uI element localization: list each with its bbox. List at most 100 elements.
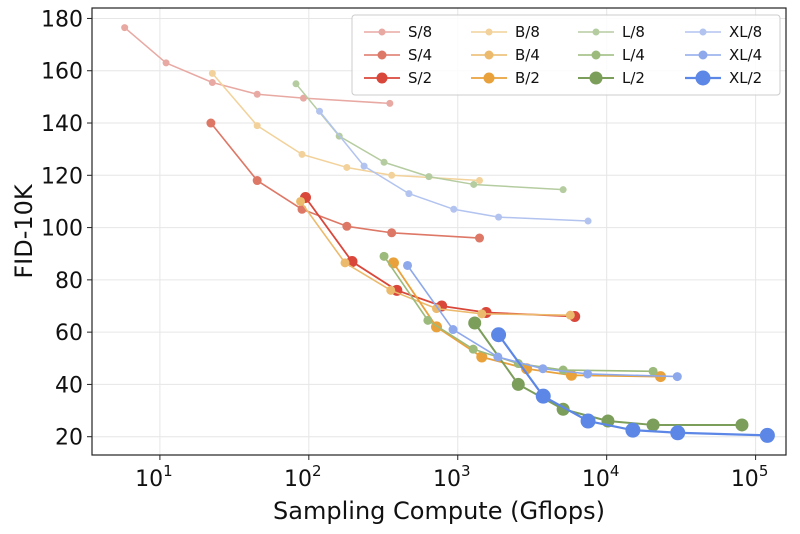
data-point [121, 24, 129, 32]
y-tick-label: 80 [55, 269, 83, 294]
y-tick-label: 40 [55, 373, 83, 398]
legend-label: S/2 [408, 69, 432, 87]
series-line [210, 122, 480, 239]
data-point [468, 344, 478, 354]
x-tick-exponent: 5 [759, 462, 769, 480]
x-tick-label: 105 [731, 462, 769, 492]
y-axis-ticks: 20 40 60 80 100 120 140 160 180 [41, 7, 92, 451]
y-tick-label: 60 [55, 321, 83, 346]
legend-entry: L/4 [578, 46, 645, 64]
data-point [388, 171, 396, 179]
legend-label: L/2 [622, 69, 645, 87]
data-point [735, 418, 749, 432]
series-xl-8 [316, 107, 592, 225]
data-point [493, 352, 503, 362]
legend-label: L/8 [622, 23, 645, 41]
data-point [380, 158, 388, 166]
data-point [565, 310, 575, 320]
legend-label: XL/4 [729, 46, 762, 64]
legend-marker [483, 72, 495, 84]
legend-entry: S/8 [364, 23, 432, 41]
legend-marker [589, 71, 603, 85]
legend-entry: B/8 [471, 23, 540, 41]
series-line [304, 196, 575, 318]
legend-entry: XL/4 [685, 46, 762, 64]
data-point [296, 196, 306, 206]
legend-entry: L/8 [578, 23, 645, 41]
data-point [386, 285, 396, 295]
legend-entry: S/2 [364, 69, 432, 87]
data-point [559, 186, 567, 194]
series-line [406, 265, 678, 378]
data-point [298, 150, 306, 158]
data-point [583, 369, 593, 379]
data-point [468, 316, 482, 330]
legend-label: L/4 [622, 46, 645, 64]
legend-marker [591, 50, 601, 60]
data-point [343, 163, 351, 171]
data-point [491, 327, 507, 343]
data-point [387, 228, 397, 238]
legend: S/8 S/4 S/2 B/8 B/4 B/2 L/8 L/4 L/2 XL/8 XL/4 XL/2 [351, 14, 781, 96]
series-l-8 [292, 80, 567, 194]
series-b-4 [296, 196, 575, 320]
x-tick-base: 10 [284, 467, 312, 492]
legend-label: S/4 [408, 46, 432, 64]
x-tick-base: 10 [433, 467, 461, 492]
x-axis-ticks: 101 102 103 104 105 [135, 455, 768, 492]
x-tick-base: 10 [135, 467, 163, 492]
series-xl-2 [491, 327, 775, 443]
legend-label: XL/8 [729, 23, 762, 41]
data-point [648, 366, 658, 376]
data-point [423, 315, 433, 325]
data-point [162, 59, 170, 67]
data-point [646, 418, 660, 432]
series-s-4 [206, 118, 485, 243]
legend-entry: L/2 [578, 69, 645, 87]
series-xl-4 [403, 260, 682, 382]
legend-label: B/2 [515, 69, 540, 87]
data-point [360, 162, 368, 170]
data-point [253, 90, 261, 98]
legend-label: S/8 [408, 23, 432, 41]
data-point [670, 425, 686, 441]
data-point [584, 217, 592, 225]
data-point [495, 213, 503, 221]
legend-marker [377, 50, 387, 60]
x-tick-label: 104 [582, 462, 620, 492]
legend-label: XL/2 [729, 69, 762, 87]
legend-marker [484, 50, 494, 60]
data-point [476, 177, 484, 185]
series-s-8 [121, 24, 394, 107]
data-point [206, 118, 216, 128]
legend-entry: S/4 [364, 46, 432, 64]
legend-marker [378, 28, 386, 36]
data-point [759, 427, 775, 443]
data-point [535, 388, 551, 404]
legend-marker [376, 72, 388, 84]
data-point [625, 422, 641, 438]
data-point [476, 351, 488, 363]
legend-label: B/4 [515, 46, 540, 64]
y-tick-label: 160 [41, 60, 83, 85]
series-line [124, 27, 390, 105]
data-point [342, 221, 352, 231]
x-tick-exponent: 1 [163, 462, 173, 480]
data-point [386, 99, 394, 107]
data-point [208, 79, 216, 86]
data-point [450, 205, 458, 213]
x-tick-label: 101 [135, 462, 173, 492]
series-line [211, 72, 480, 182]
legend-entry: B/4 [471, 46, 540, 64]
data-point [470, 180, 478, 188]
legend-entry: XL/2 [685, 69, 762, 87]
data-point [252, 176, 262, 186]
data-point [477, 309, 487, 319]
data-point [253, 122, 261, 130]
legend-marker [485, 28, 493, 36]
data-point [297, 204, 307, 214]
data-point [672, 372, 682, 382]
y-axis-label: FID-10K [10, 183, 38, 279]
data-point [538, 364, 548, 374]
